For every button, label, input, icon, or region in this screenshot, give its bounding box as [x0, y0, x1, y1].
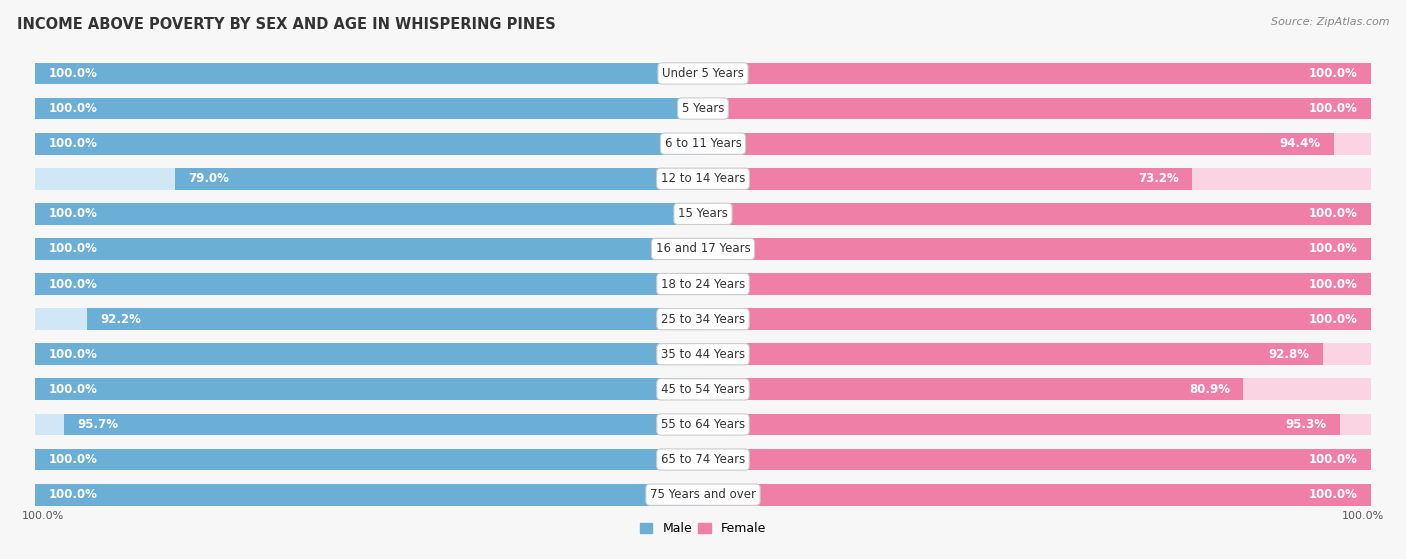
- Bar: [703, 132, 1333, 154]
- Text: 100.0%: 100.0%: [1309, 312, 1358, 326]
- Bar: [35, 449, 703, 471]
- Text: 100.0%: 100.0%: [48, 137, 97, 150]
- Bar: [703, 343, 1371, 365]
- Bar: [35, 484, 703, 505]
- Bar: [35, 484, 703, 505]
- Text: 100.0%: 100.0%: [1309, 102, 1358, 115]
- Bar: [703, 238, 1371, 260]
- Bar: [703, 168, 1192, 190]
- Text: 100.0%: 100.0%: [48, 102, 97, 115]
- Bar: [703, 378, 1243, 400]
- Bar: [35, 378, 703, 400]
- Bar: [703, 308, 1371, 330]
- Text: 92.8%: 92.8%: [1268, 348, 1309, 361]
- Bar: [703, 132, 1371, 154]
- Bar: [35, 273, 703, 295]
- Bar: [703, 484, 1371, 505]
- Text: 100.0%: 100.0%: [1309, 453, 1358, 466]
- Text: 100.0%: 100.0%: [48, 243, 97, 255]
- Bar: [703, 168, 1371, 190]
- Text: 5 Years: 5 Years: [682, 102, 724, 115]
- Bar: [35, 308, 703, 330]
- Bar: [703, 98, 1371, 120]
- Text: 75 Years and over: 75 Years and over: [650, 488, 756, 501]
- Bar: [35, 63, 703, 84]
- Text: 100.0%: 100.0%: [48, 207, 97, 220]
- Text: 15 Years: 15 Years: [678, 207, 728, 220]
- Bar: [35, 203, 703, 225]
- Bar: [703, 98, 1371, 120]
- Bar: [35, 132, 703, 154]
- Text: 100.0%: 100.0%: [48, 278, 97, 291]
- Bar: [703, 203, 1371, 225]
- Bar: [35, 449, 703, 471]
- Bar: [703, 449, 1371, 471]
- Bar: [703, 63, 1371, 84]
- Text: 100.0%: 100.0%: [1309, 278, 1358, 291]
- Text: 25 to 34 Years: 25 to 34 Years: [661, 312, 745, 326]
- Text: 100.0%: 100.0%: [1309, 243, 1358, 255]
- Text: 100.0%: 100.0%: [1309, 67, 1358, 80]
- Bar: [703, 203, 1371, 225]
- Bar: [35, 98, 703, 120]
- Bar: [703, 63, 1371, 84]
- Text: 65 to 74 Years: 65 to 74 Years: [661, 453, 745, 466]
- Bar: [35, 414, 703, 435]
- Bar: [703, 308, 1371, 330]
- Text: INCOME ABOVE POVERTY BY SEX AND AGE IN WHISPERING PINES: INCOME ABOVE POVERTY BY SEX AND AGE IN W…: [17, 17, 555, 32]
- Bar: [703, 378, 1371, 400]
- Bar: [703, 449, 1371, 471]
- Text: Source: ZipAtlas.com: Source: ZipAtlas.com: [1271, 17, 1389, 27]
- Bar: [35, 238, 703, 260]
- Text: 100.0%: 100.0%: [48, 488, 97, 501]
- Text: 95.3%: 95.3%: [1285, 418, 1326, 431]
- Text: 35 to 44 Years: 35 to 44 Years: [661, 348, 745, 361]
- Text: 16 and 17 Years: 16 and 17 Years: [655, 243, 751, 255]
- Text: 45 to 54 Years: 45 to 54 Years: [661, 383, 745, 396]
- Text: 12 to 14 Years: 12 to 14 Years: [661, 172, 745, 185]
- Bar: [703, 414, 1371, 435]
- Text: Under 5 Years: Under 5 Years: [662, 67, 744, 80]
- Text: 6 to 11 Years: 6 to 11 Years: [665, 137, 741, 150]
- Text: 100.0%: 100.0%: [48, 383, 97, 396]
- Bar: [35, 343, 703, 365]
- Bar: [35, 378, 703, 400]
- Bar: [703, 484, 1371, 505]
- Text: 92.2%: 92.2%: [100, 312, 142, 326]
- Bar: [87, 308, 703, 330]
- Bar: [35, 168, 703, 190]
- Bar: [35, 98, 703, 120]
- Text: 18 to 24 Years: 18 to 24 Years: [661, 278, 745, 291]
- Text: 95.7%: 95.7%: [77, 418, 118, 431]
- Text: 80.9%: 80.9%: [1189, 383, 1230, 396]
- Text: 94.4%: 94.4%: [1279, 137, 1320, 150]
- Legend: Male, Female: Male, Female: [636, 518, 770, 541]
- Text: 73.2%: 73.2%: [1137, 172, 1178, 185]
- Bar: [703, 414, 1340, 435]
- Bar: [35, 238, 703, 260]
- Text: 100.0%: 100.0%: [48, 348, 97, 361]
- Bar: [35, 132, 703, 154]
- Bar: [35, 273, 703, 295]
- Text: 100.0%: 100.0%: [48, 453, 97, 466]
- Bar: [703, 238, 1371, 260]
- Bar: [63, 414, 703, 435]
- Bar: [703, 343, 1323, 365]
- Bar: [35, 63, 703, 84]
- Text: 100.0%: 100.0%: [21, 511, 63, 522]
- Bar: [35, 343, 703, 365]
- Text: 100.0%: 100.0%: [1309, 207, 1358, 220]
- Text: 100.0%: 100.0%: [1309, 488, 1358, 501]
- Bar: [35, 203, 703, 225]
- Bar: [176, 168, 703, 190]
- Text: 55 to 64 Years: 55 to 64 Years: [661, 418, 745, 431]
- Text: 100.0%: 100.0%: [1343, 511, 1385, 522]
- Bar: [703, 273, 1371, 295]
- Bar: [703, 273, 1371, 295]
- Text: 100.0%: 100.0%: [48, 67, 97, 80]
- Text: 79.0%: 79.0%: [188, 172, 229, 185]
